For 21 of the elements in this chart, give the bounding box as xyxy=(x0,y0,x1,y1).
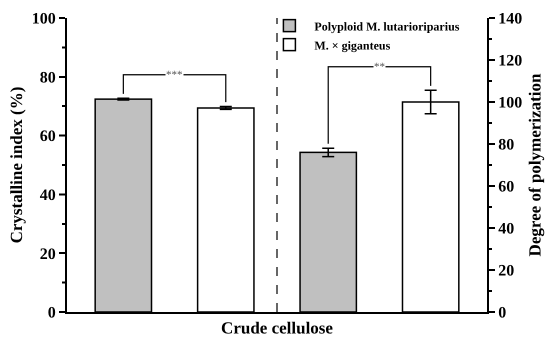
x-axis-title: Crude cellulose xyxy=(221,318,334,338)
y2-tick-label: 140 xyxy=(498,10,522,28)
y2-tick-label: 120 xyxy=(498,52,522,70)
y-tick-label: 60 xyxy=(40,128,56,146)
y2-tick-label: 20 xyxy=(498,262,514,280)
annotation: *** xyxy=(166,69,182,81)
y2-tick-label: 100 xyxy=(498,94,522,112)
legend-label: M. × giganteus xyxy=(314,38,391,52)
y-axis-title: Crystalline index (%) xyxy=(7,86,26,244)
y2-tick-label: 0 xyxy=(498,304,506,322)
y-tick-label: 100 xyxy=(32,10,56,28)
y2-axis-title: Degree of polymerization xyxy=(526,73,544,256)
annotation: ** xyxy=(374,61,385,73)
y-tick-label: 80 xyxy=(40,69,56,86)
y-tick-label: 0 xyxy=(48,304,56,322)
y2-tick-label: 80 xyxy=(498,136,514,154)
legend-label: Polyploid M. lutarioriparius xyxy=(314,19,460,34)
y2-tick-label: 60 xyxy=(498,178,514,196)
y-tick-label: 20 xyxy=(40,246,56,263)
y-tick-label: 40 xyxy=(40,187,56,204)
y2-tick-label: 40 xyxy=(498,220,514,238)
